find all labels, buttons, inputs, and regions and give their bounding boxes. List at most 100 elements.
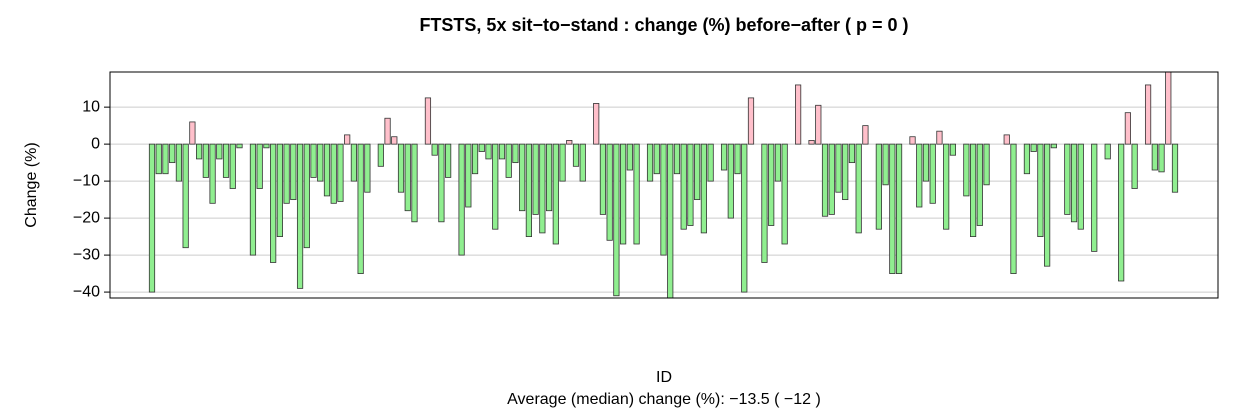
bar <box>525 143 532 237</box>
bar <box>182 143 189 249</box>
bar <box>202 143 209 178</box>
bar <box>768 143 775 226</box>
bar <box>848 143 856 164</box>
bar <box>1124 112 1131 145</box>
bar <box>593 103 600 145</box>
y-tick-label: −40 <box>73 283 100 300</box>
bar <box>290 143 297 201</box>
bar <box>821 143 829 217</box>
y-tick-label: 0 <box>91 135 100 152</box>
bar <box>263 143 270 149</box>
bar <box>404 143 411 212</box>
bar <box>936 130 943 145</box>
bar <box>660 143 667 256</box>
bar <box>943 143 950 230</box>
bar <box>741 143 748 293</box>
bar <box>963 143 970 197</box>
bar <box>781 143 788 245</box>
bar <box>552 143 559 245</box>
bar <box>1037 143 1044 237</box>
bar <box>458 143 465 256</box>
bar <box>1044 143 1051 267</box>
bar <box>774 143 782 182</box>
bar <box>599 143 607 215</box>
bar <box>1091 143 1098 252</box>
bar <box>970 143 977 237</box>
bar <box>976 143 983 226</box>
y-tick-label: −10 <box>73 172 100 189</box>
bar <box>909 136 916 145</box>
bar <box>478 143 485 152</box>
bar <box>1077 143 1084 230</box>
bar <box>1023 143 1031 175</box>
bar <box>673 143 681 175</box>
bar <box>310 143 317 178</box>
bar <box>505 143 512 178</box>
bar <box>862 125 869 145</box>
bar <box>350 143 358 182</box>
bar <box>983 143 990 186</box>
bar <box>875 143 882 230</box>
bar <box>929 143 936 204</box>
bar <box>209 143 216 204</box>
chart-title: FTSTS, 5x sit−to−stand : change (%) befo… <box>419 15 908 35</box>
bar <box>276 143 283 237</box>
bar <box>694 143 701 201</box>
bar <box>620 143 627 245</box>
bar <box>700 143 707 234</box>
bar <box>431 143 438 156</box>
bar <box>747 97 755 145</box>
bar <box>1131 143 1138 189</box>
bar <box>270 143 277 263</box>
bar <box>471 143 479 175</box>
bar <box>397 143 405 193</box>
bar <box>1144 84 1152 145</box>
bar <box>889 143 896 274</box>
bar <box>922 143 930 182</box>
bar <box>148 143 156 293</box>
bar <box>330 143 337 204</box>
bar <box>323 143 331 197</box>
y-tick-label: −30 <box>73 246 100 263</box>
bar <box>337 143 344 202</box>
bar <box>727 143 734 219</box>
bar <box>532 143 539 215</box>
bar <box>344 134 351 145</box>
bar <box>169 143 176 164</box>
bar <box>882 143 889 186</box>
bar <box>512 143 519 164</box>
bar <box>680 143 687 230</box>
bar <box>606 143 613 241</box>
bar <box>498 143 506 160</box>
bar <box>519 143 526 212</box>
bar <box>162 143 169 175</box>
bar <box>707 143 714 182</box>
bar <box>572 143 580 167</box>
bar <box>229 143 236 189</box>
bar <box>633 143 640 245</box>
x-axis-label: ID <box>656 369 672 386</box>
bar <box>411 143 418 223</box>
bar <box>1064 143 1071 215</box>
bar <box>895 143 903 274</box>
bar <box>795 84 802 145</box>
bar <box>815 104 822 145</box>
bar <box>613 143 620 297</box>
bar <box>720 143 728 171</box>
bar <box>1070 143 1078 223</box>
bar <box>155 143 162 175</box>
bar <box>653 143 660 175</box>
bar <box>842 143 849 201</box>
bar <box>438 143 445 223</box>
bar <box>296 143 304 289</box>
bar <box>492 143 499 230</box>
bar <box>189 121 196 145</box>
bar <box>626 143 633 171</box>
bar <box>1104 143 1111 160</box>
bar <box>465 143 472 208</box>
bar <box>687 143 694 226</box>
bar <box>216 143 223 160</box>
bar <box>1151 143 1158 171</box>
bar <box>646 143 654 182</box>
